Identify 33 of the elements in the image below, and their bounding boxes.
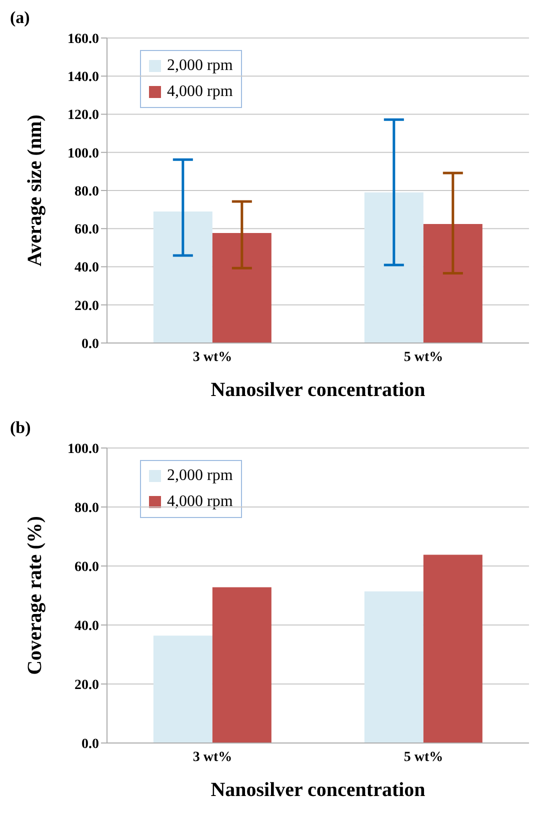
chart-title: (b) (9, 418, 32, 438)
y-tick-label: 60.0 (74, 222, 99, 238)
y-tick-label: 40.0 (74, 618, 99, 634)
y-tick-label: 80.0 (74, 500, 99, 516)
bar (212, 587, 272, 743)
y-tick-label: 20.0 (74, 678, 99, 693)
y-tick-label: 40.0 (74, 260, 99, 276)
legend-label: 2,000 rpm (167, 56, 233, 76)
bar (364, 591, 424, 743)
y-axis-title: Coverage rate (%) (24, 516, 46, 675)
legend-label: 4,000 rpm (167, 82, 233, 102)
y-tick-label: 60.0 (74, 560, 99, 575)
y-tick-label: 100.0 (68, 146, 99, 162)
y-tick-label: 80.0 (74, 184, 99, 200)
y-tick-label: 0.0 (82, 736, 99, 752)
x-tick-label: 5 wt% (404, 350, 444, 365)
y-tick-label: 100.0 (68, 442, 99, 457)
y-axis-title: Average size (nm) (24, 114, 46, 266)
y-tick-label: 160.0 (68, 32, 99, 47)
x-axis-title: Nanosilver concentration (210, 779, 426, 801)
y-tick-label: 20.0 (74, 298, 99, 314)
legend-label: 2,000 rpm (167, 466, 233, 486)
y-tick-label: 140.0 (68, 70, 99, 86)
chart-title: (a) (9, 8, 31, 28)
y-tick-label: 120.0 (68, 108, 99, 124)
x-tick-label: 3 wt% (192, 750, 232, 765)
y-tick-label: 0.0 (82, 336, 99, 352)
x-axis-title: Nanosilver concentration (210, 379, 426, 401)
x-tick-label: 3 wt% (192, 350, 232, 365)
legend-label: 4,000 rpm (167, 492, 233, 512)
bar (153, 636, 212, 743)
x-tick-label: 5 wt% (404, 750, 444, 765)
bar (423, 554, 482, 743)
